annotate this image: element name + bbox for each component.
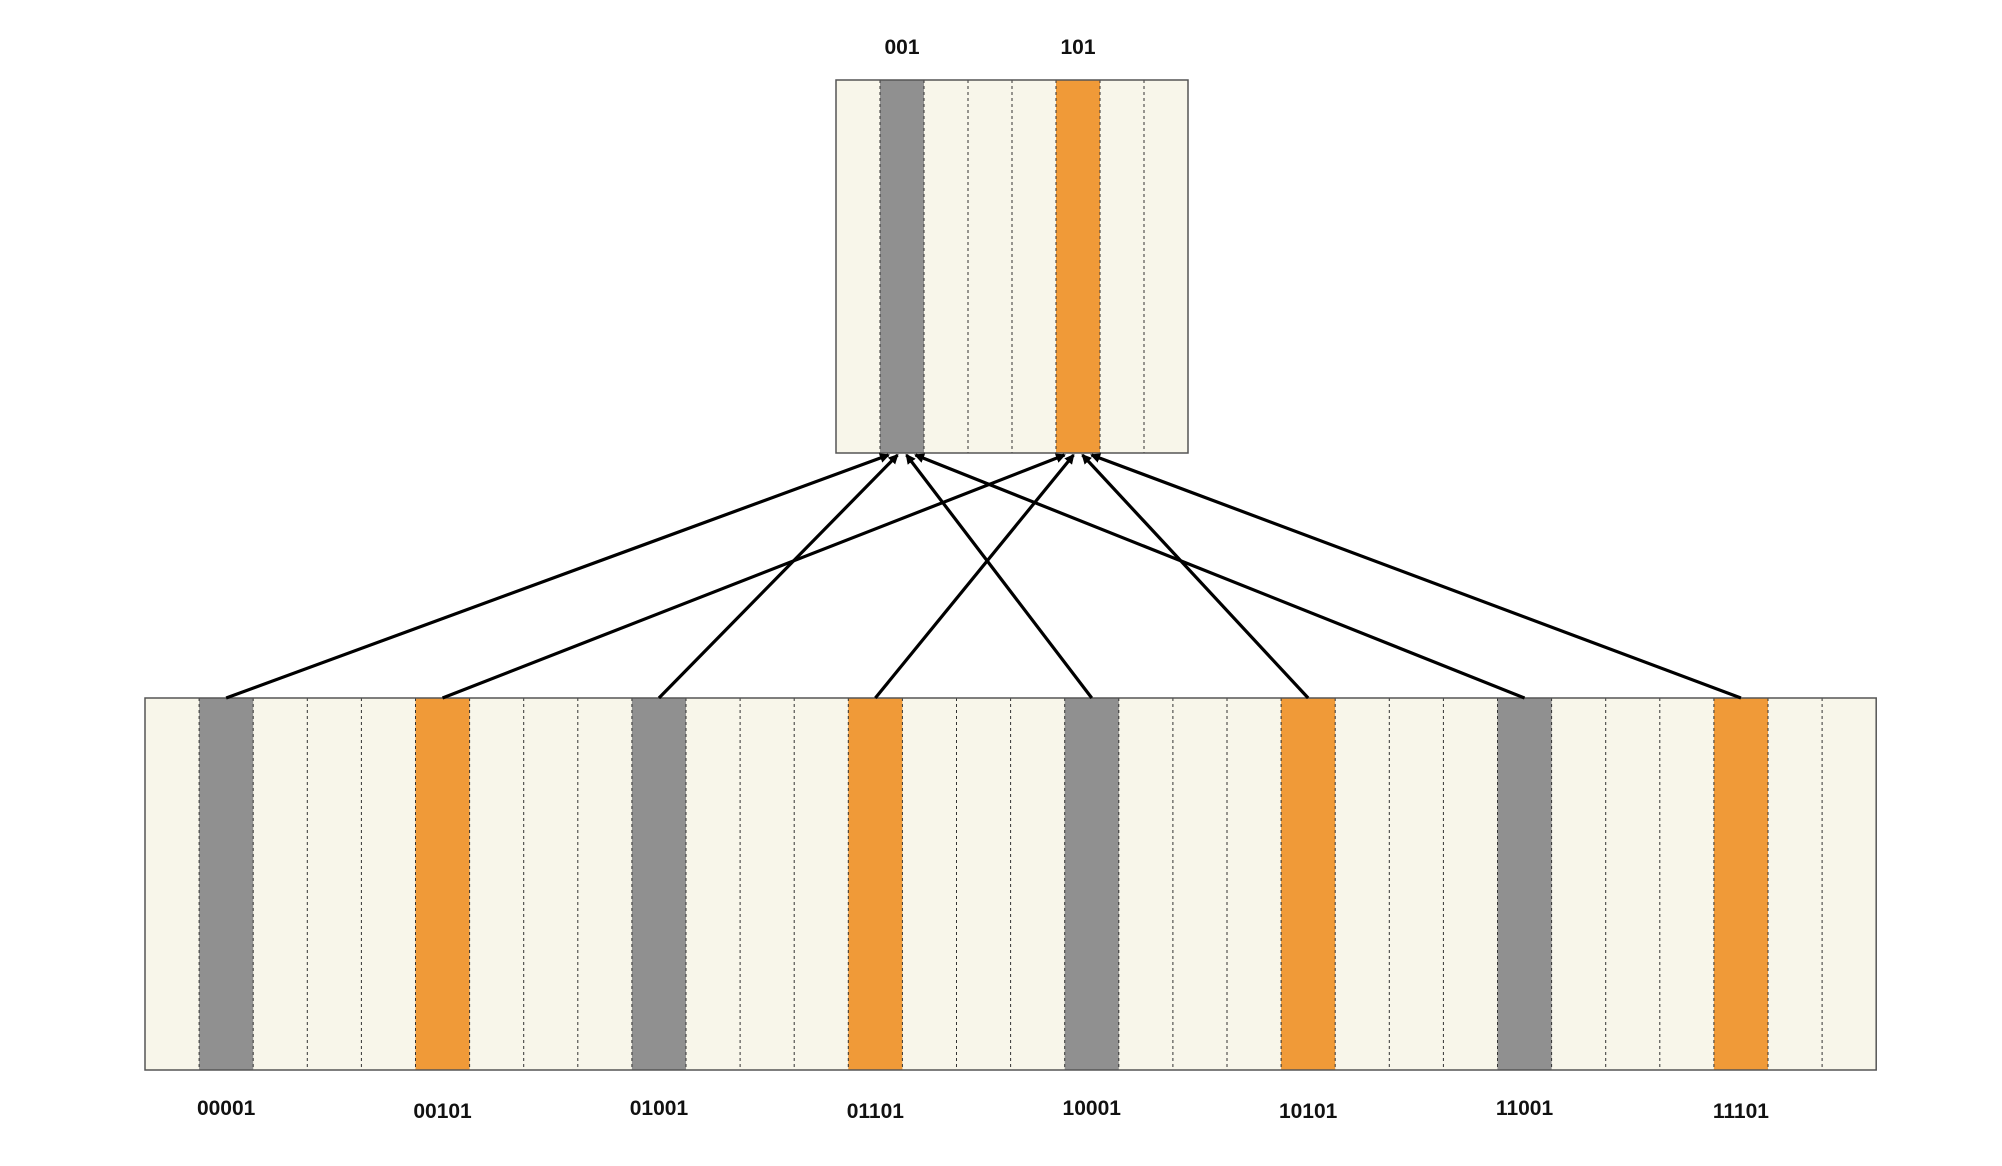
large-table — [144, 697, 1877, 1071]
arrow-10101-to-101 — [1081, 453, 1310, 700]
large-table-cell-10101 — [1281, 698, 1336, 1070]
large-table-cell-01101 — [848, 698, 903, 1070]
arrow-10001-to-001 — [905, 453, 1094, 699]
large-table-label: 00001 — [197, 1097, 256, 1120]
large-table-border — [144, 697, 1877, 1071]
large-table-label: 00101 — [413, 1100, 472, 1123]
arrow-01101-to-101 — [874, 453, 1075, 700]
small-table — [835, 79, 1189, 454]
small-table-border — [835, 79, 1189, 454]
arrows-layer — [225, 453, 1742, 700]
arrow-00101-to-101 — [441, 453, 1066, 700]
large-table-label: 11001 — [1496, 1097, 1554, 1120]
large-table-cell-10001 — [1064, 698, 1119, 1070]
small-table-cell-001 — [880, 80, 924, 453]
large-table-label: 01001 — [630, 1097, 689, 1120]
large-table-label: 10001 — [1063, 1097, 1122, 1120]
small-table-label: 001 — [884, 36, 919, 59]
arrow-00001-to-001 — [225, 453, 890, 700]
large-table-cell-11001 — [1497, 698, 1552, 1070]
labels-layer: 001 101 00001 00101 01001 01101 10001 10101 1100… — [197, 36, 1769, 1123]
large-table-cell-11101 — [1713, 698, 1768, 1070]
large-table-cell-01001 — [631, 698, 686, 1070]
large-table-label: 11101 — [1713, 1100, 1769, 1123]
arrow-11101-to-101 — [1090, 453, 1742, 700]
small-table-label: 101 — [1060, 36, 1095, 59]
large-table-cell-00101 — [415, 698, 470, 1070]
large-table-cell-00001 — [199, 698, 254, 1070]
small-table-cell-101 — [1056, 80, 1100, 453]
large-table-label: 10101 — [1279, 1100, 1338, 1123]
arrow-11001-to-001 — [914, 453, 1526, 700]
large-table-label: 01101 — [847, 1100, 905, 1123]
arrow-01001-to-001 — [657, 453, 899, 700]
